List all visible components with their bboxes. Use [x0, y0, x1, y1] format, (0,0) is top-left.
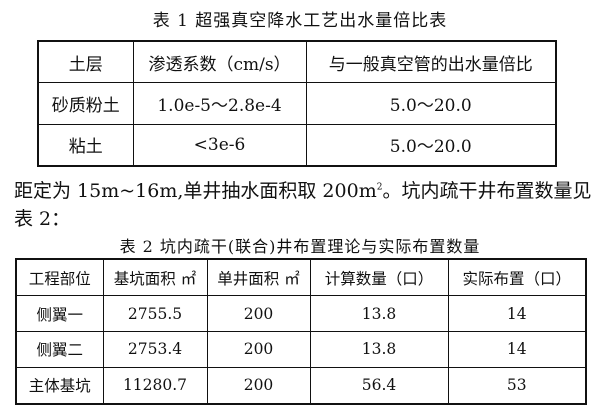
table-cell: 2755.5 [102, 295, 208, 332]
table-cell: 侧翼一 [15, 295, 104, 332]
paragraph-line-1: 距定为 15m~16m,单井抽水面积取 200m2。坑内疏干井布置数量见 [14, 176, 591, 203]
superscript: 2 [376, 182, 383, 193]
table-cell: 13.8 [309, 295, 449, 332]
table-cell: <3e-6 [132, 123, 307, 167]
header-cell: 计算数量（口） [309, 258, 449, 297]
table-cell: 14 [447, 330, 587, 368]
table-cell: 侧翼二 [15, 330, 104, 368]
table-cell: 砂质粉土 [37, 82, 134, 125]
table-cell: 200 [206, 330, 311, 368]
table-cell: 粘土 [37, 123, 134, 167]
header-cell: 渗透系数（cm/s） [132, 40, 307, 84]
table2: 工程部位 基坑面积 ㎡ 单井面积 ㎡ 计算数量（口） 实际布置（口） 侧翼一 2… [15, 258, 587, 405]
table-row: 侧翼一 2755.5 200 13.8 14 [15, 295, 587, 332]
paragraph-text: 距定为 15m~16m,单井抽水面积取 200m [14, 180, 377, 202]
header-cell: 工程部位 [15, 258, 104, 297]
header-cell: 基坑面积 ㎡ [102, 258, 208, 297]
table-cell: 5.0～20.0 [305, 82, 557, 125]
table-row: 侧翼二 2753.4 200 13.8 14 [15, 330, 587, 368]
paragraph-line-2: 表 2： [14, 208, 71, 230]
table1-caption: 表 1 超强真空降水工艺出水量倍比表 [152, 11, 448, 31]
header-cell: 土层 [37, 40, 134, 84]
table1: 土层 渗透系数（cm/s） 与一般真空管的出水量倍比 砂质粉土 1.0e-5～2… [37, 40, 557, 167]
table-cell: 1.0e-5～2.8e-4 [132, 82, 307, 125]
table-header-row: 工程部位 基坑面积 ㎡ 单井面积 ㎡ 计算数量（口） 实际布置（口） [15, 258, 587, 297]
table-cell: 主体基坑 [15, 366, 104, 405]
table-row: 粘土 <3e-6 5.0～20.0 [37, 123, 557, 167]
table-row: 主体基坑 11280.7 200 56.4 53 [15, 366, 587, 405]
table-header-row: 土层 渗透系数（cm/s） 与一般真空管的出水量倍比 [37, 40, 557, 84]
table-cell: 53 [447, 366, 587, 405]
table-cell: 11280.7 [102, 366, 208, 405]
table-cell: 5.0～20.0 [305, 123, 557, 167]
header-cell: 单井面积 ㎡ [206, 258, 311, 297]
table-cell: 200 [206, 295, 311, 332]
table-row: 砂质粉土 1.0e-5～2.8e-4 5.0～20.0 [37, 82, 557, 125]
header-cell: 实际布置（口） [447, 258, 587, 297]
table-cell: 56.4 [309, 366, 449, 405]
table-cell: 200 [206, 366, 311, 405]
table-cell: 2753.4 [102, 330, 208, 368]
table-cell: 14 [447, 295, 587, 332]
table2-caption: 表 2 坑内疏干(联合)井布置理论与实际布置数量 [119, 237, 481, 256]
paragraph-text: 。坑内疏干井布置数量见 [382, 180, 592, 202]
header-cell: 与一般真空管的出水量倍比 [305, 40, 557, 84]
table-cell: 13.8 [309, 330, 449, 368]
